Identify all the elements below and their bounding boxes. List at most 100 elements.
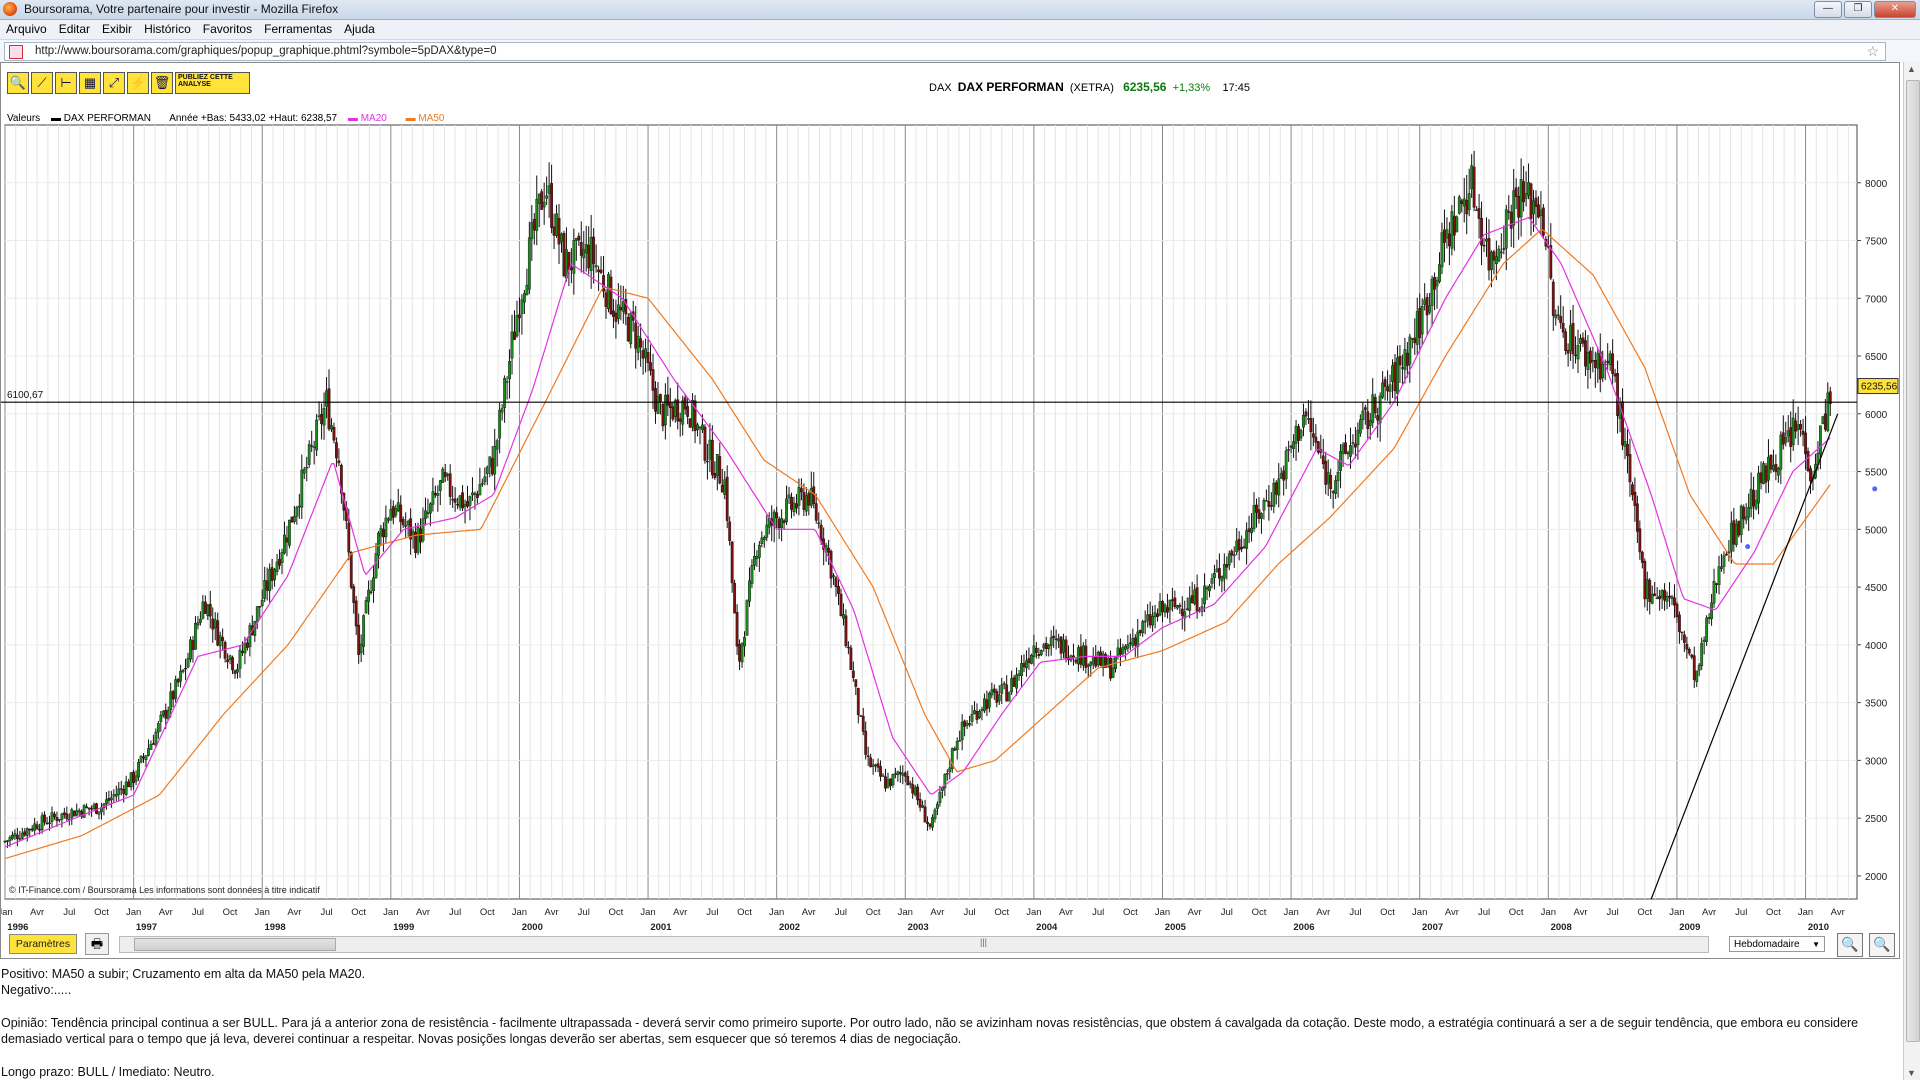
candle-body [1527,182,1530,196]
candle-body [127,781,131,788]
candle-body [1638,528,1642,553]
close-button[interactable]: ✕ [1874,1,1916,18]
x-month-label: Avr [1831,907,1845,918]
candle [1121,643,1125,656]
candle [832,573,835,586]
zoom-tool-icon[interactable]: 🔍 [7,72,29,94]
candle-body [738,643,741,662]
page-vertical-scrollbar[interactable]: ▲ ▼ [1903,62,1920,1080]
candle-body [458,495,462,508]
x-year-label: 1997 [136,922,157,931]
chart-legend: Valeurs ▬ DAX PERFORMAN Année +Bas: 5433… [7,113,461,124]
candle-body [1665,596,1669,602]
candle [369,579,373,595]
candle-body [206,604,210,616]
candle [1502,225,1506,255]
menu-ferramentas[interactable]: Ferramentas [264,22,333,36]
candle [997,685,1001,705]
candle-body [169,691,173,710]
bookmark-star-icon[interactable]: ☆ [1866,43,1879,59]
candle-body [263,580,267,599]
menu-editar[interactable]: Editar [58,22,91,36]
publish-analysis-button[interactable]: PUBLIEZ CETTE ANALYSE [175,72,250,94]
candle [827,539,831,566]
candle-body [542,201,546,208]
candle-body [191,640,195,651]
candle-body [1623,441,1627,447]
url-field[interactable]: http://www.boursorama.com/graphiques/pop… [4,42,1886,61]
candle-body [1081,645,1085,666]
candle-body [792,502,796,513]
candle-body [1450,211,1454,249]
candle-body [696,424,699,430]
restore-button[interactable]: ❐ [1844,1,1872,18]
scroll-down-icon[interactable]: ▼ [1907,1068,1916,1078]
x-year-label: 1996 [7,922,28,931]
horizontal-line-icon[interactable]: ⊢ [55,72,77,94]
candle-body [295,507,299,517]
candle-body [1121,646,1125,654]
price-chart[interactable]: 2000 2500 3000 3500 4000 4500 5000 5500 6000 6500… [1,63,1899,931]
candle-body [159,714,163,722]
menu-historico[interactable]: Histórico [144,22,191,36]
menu-ajuda[interactable]: Ajuda [344,22,375,36]
menu-exibir[interactable]: Exibir [102,22,133,36]
candle [25,827,29,842]
candle [1512,168,1516,248]
candle-body [787,494,791,499]
candle-body [466,501,469,507]
candle-body [846,646,850,649]
site-identity-icon[interactable] [9,45,23,59]
candle-body [579,242,583,256]
menu-arquivo[interactable]: Arquivo [6,22,47,36]
candle-body [1606,360,1610,364]
x-month-label: Avr [1316,907,1330,918]
fibonacci-tool-icon[interactable]: ⤢ [103,72,125,94]
scroll-up-icon[interactable]: ▲ [1907,64,1916,74]
channel-tool-icon[interactable]: ▦ [79,72,101,94]
candle [1762,461,1765,485]
candle-body [201,601,205,619]
candle [1648,578,1652,615]
scrollbar-thumb-vertical[interactable] [1906,80,1920,1042]
chart-horizontal-scrollbar[interactable]: ||| [119,936,1709,953]
candle [114,785,118,802]
parameters-button[interactable]: Paramètres [9,934,77,954]
trash-icon[interactable]: 🗑 [151,72,173,94]
candle [1712,568,1716,608]
candle [1480,201,1483,266]
candle-body [480,482,484,485]
candle-body [701,424,704,430]
candle-body [1148,614,1152,626]
candle-body [260,600,264,606]
candle-body [13,833,17,837]
zoom-out-button[interactable]: 🔍 [1837,933,1863,957]
candle-body [179,670,183,682]
frequency-select[interactable]: Hebdomadaire ▼ [1729,936,1825,952]
candle [1653,581,1657,597]
minimize-button[interactable]: — [1814,1,1842,18]
x-month-label: Oct [994,907,1009,918]
candle-body [762,537,766,540]
candle-body [560,233,563,242]
candle-body [354,600,358,627]
print-icon[interactable]: 🖶 [85,933,109,955]
zoom-in-button[interactable]: 🔍 [1869,933,1895,957]
candle-body [1455,216,1459,233]
fan-tool-icon[interactable]: ⚡ [127,72,149,94]
menu-favoritos[interactable]: Favoritos [202,22,253,36]
candle-body [1514,187,1518,197]
draw-line-icon[interactable]: ⟋ [31,72,53,94]
candle [302,466,306,479]
url-text[interactable]: http://www.boursorama.com/graphiques/pop… [35,45,497,57]
candle [339,463,343,504]
candle [1299,428,1303,442]
candle-body [1247,528,1251,533]
candle-body [1776,467,1780,476]
candle [1737,520,1741,538]
candle-body [614,312,618,322]
candle-body [928,823,932,827]
candle [1309,400,1313,451]
scrollbar-thumb[interactable] [134,938,336,951]
candle [300,454,304,519]
